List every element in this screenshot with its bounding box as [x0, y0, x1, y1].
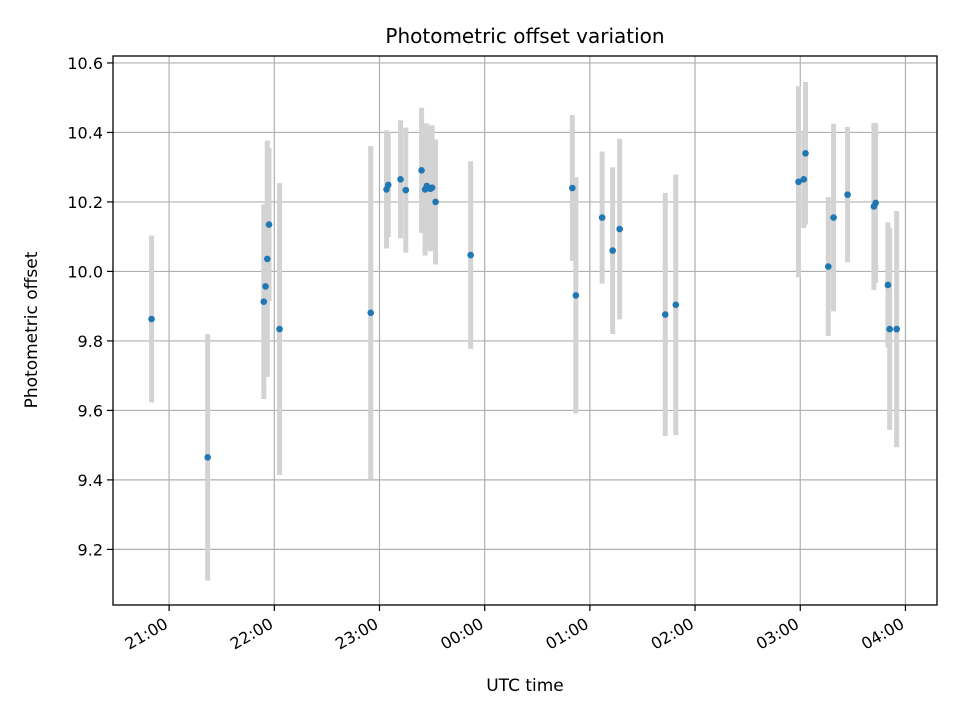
x-axis-title: UTC time	[486, 676, 564, 696]
data-point	[397, 176, 404, 183]
plot-frame	[112, 55, 938, 606]
data-point	[598, 214, 606, 221]
y-tick-label: 9.6	[78, 401, 103, 420]
data-point	[609, 247, 616, 254]
chart-title: Photometric offset variation	[385, 24, 664, 48]
data-point	[467, 251, 474, 259]
y-tick-label: 10.4	[67, 123, 103, 142]
data-point	[661, 311, 669, 318]
data-point	[844, 191, 851, 198]
data-point	[572, 292, 580, 299]
data-point	[262, 283, 269, 290]
data-point	[418, 167, 425, 174]
y-tick-label: 10.2	[67, 193, 103, 212]
data-point	[886, 325, 893, 333]
grid	[113, 56, 937, 605]
data-point	[672, 301, 680, 309]
y-tick-label: 10.6	[67, 54, 103, 73]
data-point	[432, 198, 439, 206]
data-point	[265, 221, 273, 228]
data-point	[830, 214, 837, 221]
y-tick-label: 9.2	[78, 540, 103, 559]
data-point	[384, 181, 392, 189]
data-point	[367, 309, 375, 317]
data-point	[276, 325, 283, 333]
data-point	[148, 315, 155, 323]
y-tick-label: 9.8	[78, 332, 103, 351]
data-point	[204, 454, 211, 461]
data-point	[402, 186, 410, 194]
y-tick-label: 10.0	[67, 262, 103, 281]
data-point	[872, 199, 879, 207]
data-point	[802, 149, 809, 157]
data-point	[795, 178, 802, 186]
data-point	[260, 298, 268, 305]
y-tick-label: 9.4	[78, 471, 103, 490]
data-points	[148, 149, 900, 461]
y-axis-title: Photometric offset	[22, 251, 42, 408]
data-point	[616, 225, 623, 233]
data-point	[263, 255, 271, 263]
data-point	[893, 325, 900, 333]
data-point	[800, 176, 808, 183]
data-point	[825, 263, 832, 270]
plot-area	[113, 56, 937, 605]
data-point	[569, 184, 576, 192]
data-point	[884, 281, 892, 289]
data-point	[428, 184, 436, 191]
